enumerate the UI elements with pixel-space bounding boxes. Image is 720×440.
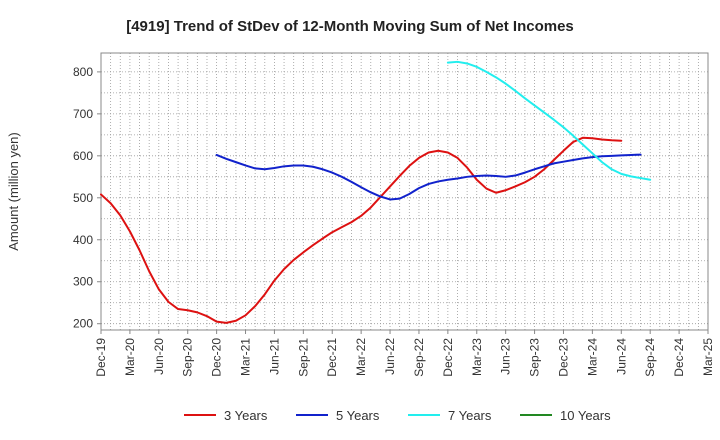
y-axis: 200 300 400 500 600 700 800	[73, 65, 101, 331]
x-tick-label: Sep-21	[296, 338, 310, 377]
legend-label-3: 7 Years	[448, 408, 492, 423]
x-tick-label: Dec-20	[210, 338, 224, 377]
chart-title: [4919] Trend of StDev of 12-Month Moving…	[126, 18, 574, 35]
y-axis-label: Amount (million yen)	[6, 132, 21, 251]
x-tick-label: Sep-20	[181, 338, 195, 377]
x-tick-label: Jun-21	[267, 338, 281, 375]
x-tick-label: Dec-19	[94, 338, 108, 377]
y-tick-label: 300	[73, 275, 93, 289]
legend: 3 Years 5 Years 7 Years 10 Years	[184, 408, 611, 423]
x-tick-label: Mar-25	[701, 338, 715, 376]
y-tick-label: 500	[73, 191, 93, 205]
x-tick-label: Dec-21	[325, 338, 339, 377]
x-tick-label: Dec-22	[441, 338, 455, 377]
y-tick-label: 200	[73, 317, 93, 331]
x-tick-label: Mar-23	[470, 338, 484, 376]
x-tick-label: Sep-23	[528, 338, 542, 377]
x-tick-label: Sep-22	[412, 338, 426, 377]
legend-label-2: 5 Years	[336, 408, 380, 423]
x-tick-label: Dec-24	[672, 338, 686, 377]
x-tick-label: Jun-22	[383, 338, 397, 375]
x-tick-label: Mar-21	[239, 338, 253, 376]
x-tick-label: Sep-24	[643, 338, 657, 377]
x-tick-label: Jun-23	[499, 338, 513, 375]
y-tick-label: 700	[73, 107, 93, 121]
x-tick-label: Mar-22	[354, 338, 368, 376]
y-tick-label: 400	[73, 233, 93, 247]
x-tick-label: Jun-24	[614, 338, 628, 375]
legend-label-4: 10 Years	[560, 408, 611, 423]
series-line-3	[446, 60, 652, 181]
series-line-2	[215, 153, 642, 201]
grid-lines	[101, 53, 708, 330]
series-line-1	[100, 136, 623, 324]
legend-label-1: 3 Years	[224, 408, 268, 423]
x-tick-label: Mar-20	[123, 338, 137, 376]
series-lines	[100, 60, 652, 324]
y-tick-label: 600	[73, 149, 93, 163]
x-tick-label: Jun-20	[152, 338, 166, 375]
x-tick-label: Dec-23	[556, 338, 570, 377]
x-tick-label: Mar-24	[585, 338, 599, 376]
plot-frame	[100, 52, 709, 331]
x-axis: Dec-19 Mar-20 Jun-20 Sep-20 Dec-20 Mar-21 Jun-…	[94, 330, 715, 377]
y-tick-label: 800	[73, 65, 93, 79]
